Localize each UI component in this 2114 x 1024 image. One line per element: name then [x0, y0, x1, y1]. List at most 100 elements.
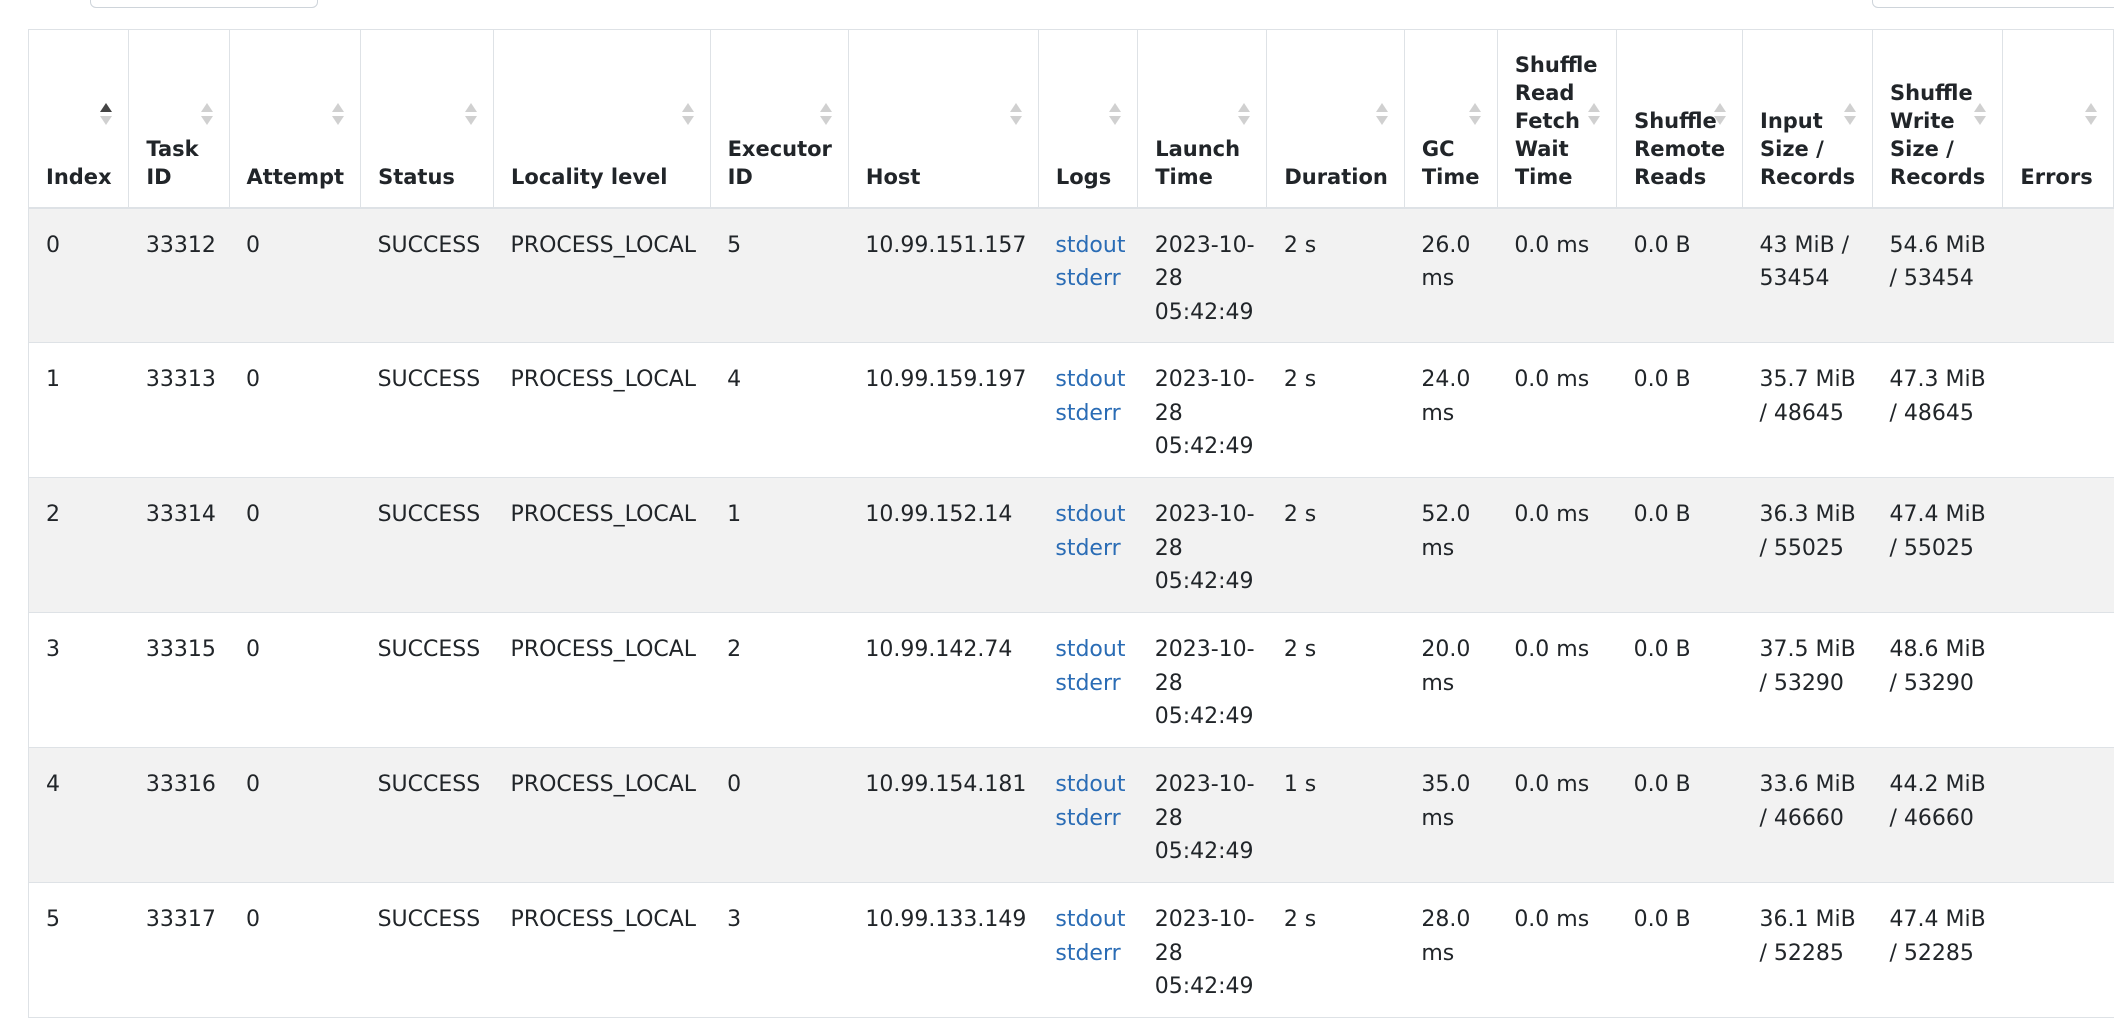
- col-header-errors[interactable]: Errors: [2002, 29, 2114, 209]
- sort-icon[interactable]: [1109, 103, 1122, 125]
- sort-icon[interactable]: [1974, 103, 1987, 125]
- col-header-gc-time[interactable]: GC Time: [1404, 29, 1498, 209]
- cell-task-id: 33316: [128, 747, 230, 883]
- cell-launch-time: 2023-10-28 05:42:49: [1137, 882, 1267, 1018]
- col-header-locality-level[interactable]: Locality level: [493, 29, 711, 209]
- cell-gc-time: 20.0 ms: [1404, 612, 1498, 748]
- col-header-duration[interactable]: Duration: [1266, 29, 1405, 209]
- col-header-launch-time[interactable]: Launch Time: [1137, 29, 1268, 209]
- cell-gc-time: 52.0 ms: [1404, 477, 1498, 613]
- col-header-label: Shuffle Remote Reads: [1634, 108, 1726, 189]
- cell-remote-reads: 0.0 B: [1616, 207, 1743, 343]
- col-header-attempt[interactable]: Attempt: [229, 29, 362, 209]
- cell-input-size-records: 37.5 MiB / 53290: [1742, 612, 1873, 748]
- sort-icon[interactable]: [1588, 103, 1601, 125]
- col-header-label: Errors: [2020, 164, 2093, 189]
- sort-icon[interactable]: [332, 103, 345, 125]
- cell-logs: stdout stderr: [1038, 477, 1138, 613]
- table-row: 5 33317 0 SUCCESS PROCESS_LOCAL 3 10.99.…: [28, 882, 2114, 1018]
- cell-task-id: 33317: [128, 882, 230, 1018]
- col-header-label: Shuffle Write Size / Records: [1890, 80, 1986, 189]
- cell-logs: stdout stderr: [1038, 342, 1138, 478]
- cell-duration: 2 s: [1266, 882, 1405, 1018]
- cell-errors: [2002, 342, 2114, 478]
- col-header-status[interactable]: Status: [360, 29, 495, 209]
- cell-index: 5: [28, 882, 129, 1018]
- cell-index: 4: [28, 747, 129, 883]
- stdout-link[interactable]: stdout: [1055, 907, 1126, 932]
- cell-logs: stdout stderr: [1038, 612, 1138, 748]
- sort-icon[interactable]: [1844, 103, 1857, 125]
- sort-icon[interactable]: [819, 103, 832, 125]
- stdout-link[interactable]: stdout: [1055, 637, 1126, 662]
- col-header-label: Host: [865, 164, 921, 189]
- cell-locality-level: PROCESS_LOCAL: [493, 342, 711, 478]
- cell-host: 10.99.133.149: [848, 882, 1039, 1018]
- col-header-shuffle-read-fetch-wait-time[interactable]: Shuffle Read Fetch Wait Time: [1497, 29, 1618, 209]
- col-header-task-id[interactable]: Task ID: [128, 29, 230, 209]
- sort-icon[interactable]: [681, 103, 694, 125]
- col-header-logs[interactable]: Logs: [1038, 29, 1139, 209]
- cell-index: 1: [28, 342, 129, 478]
- cell-shuffle-write-size-records: 47.3 MiB / 48645: [1872, 342, 2003, 478]
- stdout-link[interactable]: stdout: [1055, 367, 1126, 392]
- sort-icon[interactable]: [1238, 103, 1251, 125]
- col-header-host[interactable]: Host: [848, 29, 1039, 209]
- stderr-link[interactable]: stderr: [1055, 400, 1121, 426]
- stdout-link[interactable]: stdout: [1055, 232, 1126, 258]
- sort-icon[interactable]: [200, 103, 213, 125]
- stdout-link[interactable]: stdout: [1055, 772, 1126, 797]
- col-header-label: Logs: [1055, 164, 1112, 189]
- cell-duration: 1 s: [1266, 747, 1405, 883]
- sort-icon[interactable]: [1714, 103, 1726, 125]
- table-row: 0 33312 0 SUCCESS PROCESS_LOCAL 5 10.99.…: [28, 207, 2114, 343]
- cell-logs: stdout stderr: [1038, 747, 1138, 883]
- cell-locality-level: PROCESS_LOCAL: [493, 612, 711, 748]
- search-input[interactable]: [1872, 0, 2114, 8]
- table-row: 3 33315 0 SUCCESS PROCESS_LOCAL 2 10.99.…: [28, 612, 2114, 748]
- cell-index: 3: [28, 612, 129, 748]
- cell-launch-time: 2023-10-28 05:42:49: [1137, 612, 1267, 748]
- cell-fetch-wait-time: 0.0 ms: [1497, 207, 1617, 343]
- stderr-link[interactable]: stderr: [1055, 535, 1121, 561]
- col-header-shuffle-write-size-records[interactable]: Shuffle Write Size / Records: [1872, 29, 2004, 209]
- sort-icon[interactable]: [1375, 103, 1388, 125]
- tasks-table: Index Task ID Attempt Status Locality le…: [28, 29, 2114, 1018]
- sort-icon[interactable]: [2085, 103, 2097, 125]
- stderr-link[interactable]: stderr: [1055, 805, 1121, 831]
- cell-task-id: 33315: [128, 612, 230, 748]
- stderr-link[interactable]: stderr: [1055, 266, 1121, 291]
- cell-index: 2: [28, 477, 129, 613]
- cell-errors: [2002, 882, 2114, 1018]
- cell-gc-time: 35.0 ms: [1404, 747, 1498, 883]
- col-header-label: GC Time: [1421, 136, 1480, 189]
- sort-icon[interactable]: [1009, 103, 1022, 125]
- cell-fetch-wait-time: 0.0 ms: [1497, 882, 1617, 1018]
- cell-shuffle-write-size-records: 47.4 MiB / 52285: [1872, 882, 2003, 1018]
- col-header-shuffle-remote-reads[interactable]: Shuffle Remote Reads: [1616, 29, 1743, 209]
- col-header-input-size-records[interactable]: Input Size / Records: [1742, 29, 1874, 209]
- sort-ascending-icon[interactable]: [100, 103, 113, 125]
- cell-fetch-wait-time: 0.0 ms: [1497, 747, 1617, 883]
- cell-launch-time: 2023-10-28 05:42:49: [1137, 342, 1267, 478]
- cell-status: SUCCESS: [360, 342, 494, 478]
- cell-executor-id: 1: [710, 477, 849, 613]
- sort-icon[interactable]: [465, 103, 478, 125]
- stdout-link[interactable]: stdout: [1055, 502, 1126, 527]
- col-header-executor-id[interactable]: Executor ID: [710, 29, 849, 209]
- cell-launch-time: 2023-10-28 05:42:49: [1137, 207, 1267, 343]
- cell-host: 10.99.152.14: [848, 477, 1039, 613]
- col-header-label: Attempt: [246, 164, 345, 189]
- cell-status: SUCCESS: [360, 882, 494, 1018]
- cell-duration: 2 s: [1266, 477, 1405, 613]
- page-size-select[interactable]: [90, 0, 318, 8]
- col-header-label: Shuffle Read Fetch Wait Time: [1514, 52, 1598, 189]
- col-header-index[interactable]: Index: [28, 29, 130, 209]
- sort-icon[interactable]: [1468, 103, 1481, 125]
- stderr-link[interactable]: stderr: [1055, 940, 1121, 966]
- cell-shuffle-write-size-records: 54.6 MiB / 53454: [1872, 207, 2003, 343]
- cell-logs: stdout stderr: [1038, 207, 1138, 343]
- cell-input-size-records: 36.3 MiB / 55025: [1742, 477, 1873, 613]
- col-header-label: Launch Time: [1155, 136, 1241, 189]
- stderr-link[interactable]: stderr: [1055, 670, 1121, 696]
